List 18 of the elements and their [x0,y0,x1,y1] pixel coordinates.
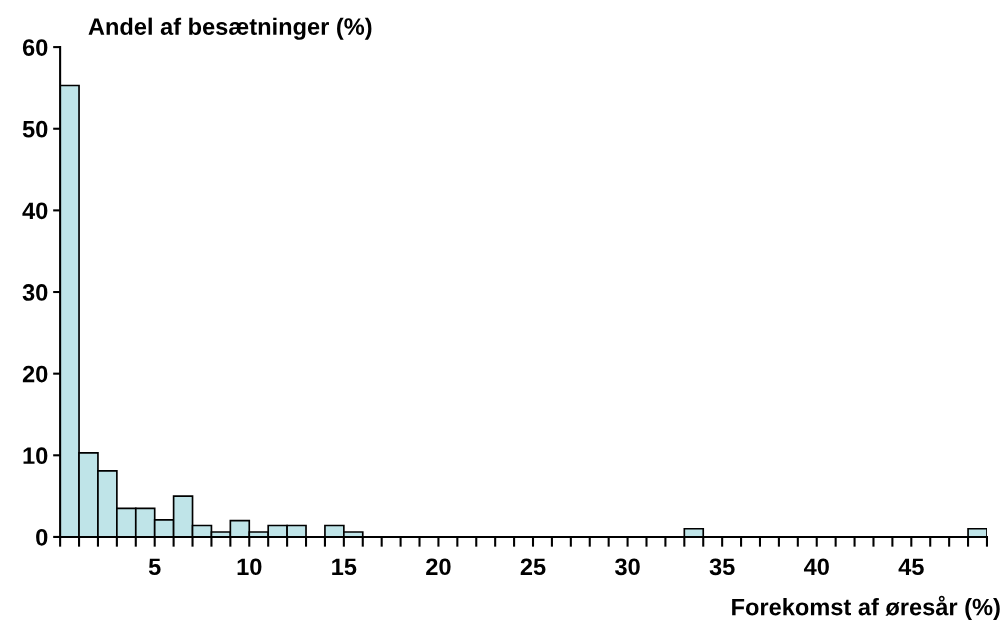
x-tick-label: 40 [803,558,829,576]
x-tick-label: 20 [426,558,451,576]
y-tick-label: 10 [23,447,48,465]
x-tick-label: 5 [148,558,161,576]
x-axis-title: Forekomst af øresår (%) [732,595,1000,621]
y-tick-label: 20 [22,365,48,383]
x-tick-label: 15 [332,558,357,576]
x-tick-label: 10 [237,558,262,576]
y-axis-title: Andel af besætninger (%) [88,17,372,40]
x-tick-label: 25 [520,558,546,576]
y-tick-label: 30 [22,284,48,301]
x-tick-label: 45 [898,558,924,576]
y-tick-label: 50 [22,120,48,138]
x-tick-label: 30 [614,558,640,576]
y-tick-label: 0 [36,529,48,546]
y-tick-label: 40 [22,202,48,220]
x-tick-label: 35 [709,558,735,576]
y-tick-label: 60 [22,39,48,56]
